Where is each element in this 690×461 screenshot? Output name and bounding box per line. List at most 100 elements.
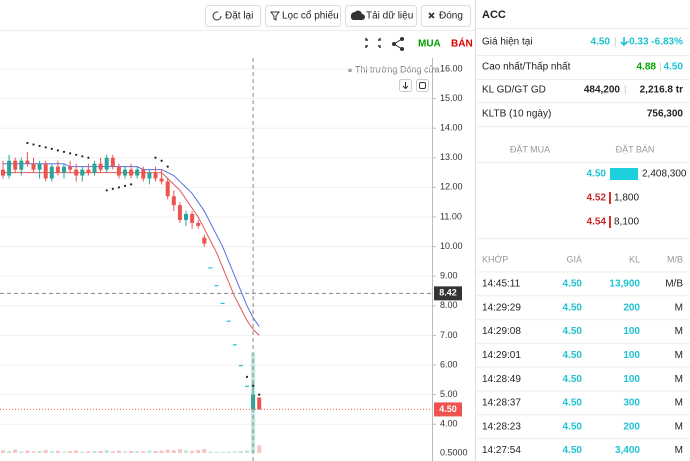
trade-cell: 14:29:08 <box>482 326 521 337</box>
volume-bar <box>257 445 262 453</box>
close-button[interactable]: Đóng <box>421 5 471 27</box>
sell-button[interactable]: BÁN <box>451 37 473 50</box>
sar-dot <box>38 144 41 148</box>
trade-cell: M <box>675 421 683 432</box>
candle-body <box>245 385 249 387</box>
reset-icon <box>212 11 222 21</box>
candle-body <box>7 160 12 176</box>
candle-body <box>43 163 48 179</box>
sar-dot <box>50 147 53 150</box>
trade-cell: 4.50 <box>563 326 583 337</box>
candle-body <box>177 205 182 220</box>
button-frame[interactable] <box>205 5 261 27</box>
candle-body <box>123 169 127 176</box>
candle-body <box>153 172 158 179</box>
volume-bar <box>232 451 237 453</box>
button-label[interactable]: Lọc cổ phiếu <box>282 10 339 22</box>
volume-bar <box>13 449 18 453</box>
volume-bar <box>153 451 158 453</box>
trade-cell: M <box>675 398 683 409</box>
candle-body <box>25 160 30 164</box>
candle-body <box>208 267 213 269</box>
sar-dot <box>154 156 157 159</box>
fullscreen-icon[interactable] <box>365 38 381 48</box>
candle-body <box>214 285 219 287</box>
trade-cell: M <box>675 445 683 456</box>
button-label[interactable]: Tải dữ liệu <box>366 11 413 22</box>
share-icon[interactable] <box>392 37 404 51</box>
sar-dot <box>111 187 114 190</box>
sar-dot <box>166 165 169 168</box>
candle-body <box>171 196 176 206</box>
button-label[interactable]: Đặt lại <box>225 11 253 22</box>
trade-cell: 4.50 <box>563 302 583 313</box>
down-icon <box>402 82 409 90</box>
volume-bar <box>19 451 24 453</box>
y-tick-label: 16.00 <box>440 63 463 73</box>
button-label[interactable]: Đóng <box>439 11 463 22</box>
volume-bar <box>74 450 79 453</box>
volume-bar <box>68 451 73 453</box>
volume-bar <box>184 450 188 453</box>
candle-body <box>196 222 201 226</box>
last-price-label: 4.50 <box>439 404 457 414</box>
crosshair-label: 8.42 <box>439 288 457 298</box>
volume-bar <box>177 449 182 453</box>
volume-bar <box>116 450 121 453</box>
y-tick-label: 12.00 <box>440 182 463 192</box>
trade-cell: 100 <box>623 326 640 337</box>
sar-dot <box>32 143 35 146</box>
candle-body <box>159 178 164 182</box>
trade-cell: 300 <box>623 398 640 409</box>
candle-body <box>165 181 170 197</box>
button-frame[interactable] <box>265 5 341 27</box>
button-frame[interactable] <box>345 5 417 27</box>
volume-bar <box>55 450 60 453</box>
sar-dot <box>69 152 72 155</box>
volume-bar <box>159 450 164 453</box>
volume-bar <box>245 450 249 453</box>
candle-body <box>226 320 231 322</box>
bid-qty: 2,408,300 <box>642 169 687 180</box>
trade-cell: 14:27:54 <box>482 445 521 456</box>
low-price: 4.50 <box>664 62 684 73</box>
candle-body <box>80 169 85 176</box>
reset-button[interactable]: Đặt lại <box>205 5 261 27</box>
trade-header: KHỚP <box>482 254 508 264</box>
candle-body <box>184 214 188 220</box>
volume-bar <box>123 451 127 453</box>
volume-bar <box>110 451 115 453</box>
trade-cell: 4.50 <box>563 398 583 409</box>
last-price-box <box>434 402 462 417</box>
sar-dot <box>160 159 163 162</box>
candle-body <box>68 166 73 170</box>
sar-dot <box>258 393 261 396</box>
candle-body <box>135 169 140 176</box>
trade-cell: 14:29:29 <box>482 302 521 313</box>
buy-button[interactable]: MUA <box>418 39 441 50</box>
y-tick-label: 10.00 <box>440 241 463 251</box>
trade-cell: 13,900 <box>609 279 640 290</box>
trade-cell: 100 <box>623 374 640 385</box>
button-frame[interactable] <box>421 5 471 27</box>
volume-bar <box>92 450 97 453</box>
download-button[interactable]: Tải dữ liệu <box>345 5 417 27</box>
ask-qty: 8,100 <box>614 217 639 228</box>
sar-dot <box>245 375 249 378</box>
volume-bar <box>49 451 54 453</box>
reset-zoom-button[interactable] <box>416 79 429 92</box>
filter-icon <box>270 11 280 21</box>
candle-body <box>116 166 121 176</box>
row-label: KLTB (10 ngày) <box>482 109 551 120</box>
filter-button[interactable]: Lọc cổ phiếu <box>265 5 341 27</box>
volume-bar <box>37 451 42 453</box>
sar-dot <box>62 150 66 153</box>
y-tick-label: 8.00 <box>440 300 458 310</box>
volume-bar <box>171 450 176 453</box>
volume-bar <box>43 449 48 453</box>
row-label: KL GD/GT GD <box>482 85 546 96</box>
candle-body <box>129 169 134 176</box>
volume-bar <box>196 449 201 453</box>
volume-bar <box>31 451 36 453</box>
y-tick-label: 6.00 <box>440 359 458 369</box>
